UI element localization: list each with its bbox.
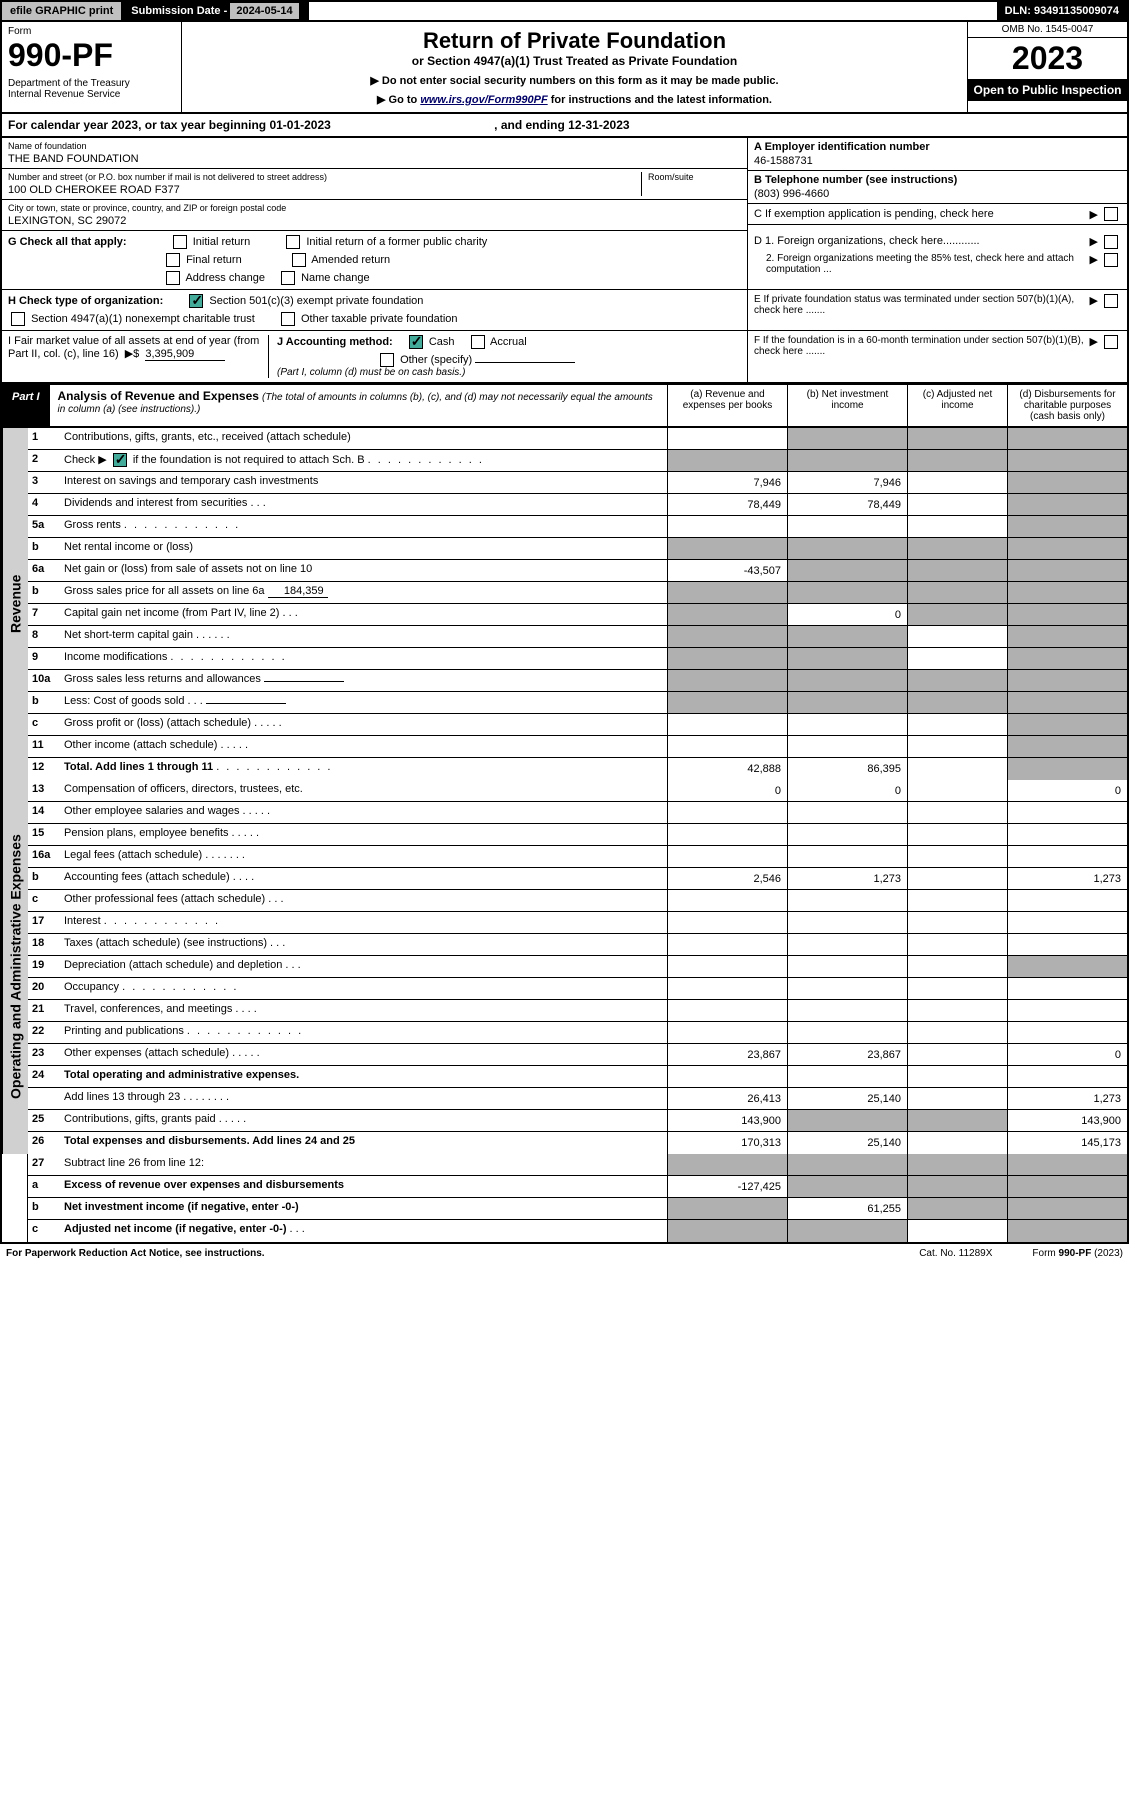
- g-initial[interactable]: [173, 235, 187, 249]
- phone-label: B Telephone number (see instructions): [754, 174, 1121, 186]
- dln: DLN: 93491135009074: [997, 2, 1127, 20]
- h-4947[interactable]: [11, 312, 25, 326]
- part1-table: Revenue 1Contributions, gifts, grants, e…: [0, 428, 1129, 1244]
- subdate-label: Submission Date - 2024-05-14: [123, 2, 308, 20]
- efile-label[interactable]: efile GRAPHIC print: [2, 2, 123, 20]
- inspection-badge: Open to Public Inspection: [968, 79, 1127, 101]
- g-amended[interactable]: [292, 253, 306, 267]
- city-label: City or town, state or province, country…: [8, 203, 741, 213]
- schb-checkbox[interactable]: [113, 453, 127, 467]
- h-501c3[interactable]: [189, 294, 203, 308]
- col-b-head: (b) Net investment income: [787, 385, 907, 426]
- instr-2: ▶ Go to www.irs.gov/Form990PF for instru…: [188, 93, 961, 106]
- col-a-head: (a) Revenue and expenses per books: [667, 385, 787, 426]
- footer: For Paperwork Reduction Act Notice, see …: [0, 1244, 1129, 1263]
- form-ref: Form 990-PF (2023): [1032, 1248, 1123, 1259]
- tax-year: 2023: [968, 38, 1127, 79]
- f-label: F If the foundation is in a 60-month ter…: [754, 335, 1087, 357]
- g-initial-public[interactable]: [286, 235, 300, 249]
- top-bar: efile GRAPHIC print Submission Date - 20…: [0, 0, 1129, 22]
- cat-no: Cat. No. 11289X: [919, 1248, 992, 1259]
- j-label: J Accounting method:: [277, 336, 393, 348]
- c-checkbox[interactable]: [1104, 207, 1118, 221]
- form-label: Form: [8, 26, 175, 37]
- pra-notice: For Paperwork Reduction Act Notice, see …: [6, 1248, 265, 1259]
- i-value: 3,395,909: [145, 348, 225, 361]
- revenue-sidelabel: Revenue: [2, 428, 28, 780]
- j-other[interactable]: [380, 353, 394, 367]
- part1-label: Part I: [2, 385, 50, 426]
- entity-info: Name of foundation THE BAND FOUNDATION N…: [0, 138, 1129, 231]
- j-note: (Part I, column (d) must be on cash basi…: [277, 367, 741, 378]
- d2-checkbox[interactable]: [1104, 253, 1118, 267]
- instr-link[interactable]: www.irs.gov/Form990PF: [420, 94, 547, 106]
- name-label: Name of foundation: [8, 141, 741, 151]
- omb: OMB No. 1545-0047: [968, 22, 1127, 38]
- g-addr-change[interactable]: [166, 271, 180, 285]
- foundation-name: THE BAND FOUNDATION: [8, 153, 741, 165]
- d2-label: 2. Foreign organizations meeting the 85%…: [754, 253, 1087, 275]
- e-label: E If private foundation status was termi…: [754, 294, 1087, 316]
- address: 100 OLD CHEROKEE ROAD F377: [8, 184, 641, 196]
- form-number: 990-PF: [8, 37, 175, 74]
- e-checkbox[interactable]: [1104, 294, 1118, 308]
- d1-label: D 1. Foreign organizations, check here..…: [754, 235, 1087, 249]
- c-label: C If exemption application is pending, c…: [754, 208, 1087, 220]
- dept: Department of the Treasury Internal Reve…: [8, 78, 175, 100]
- calendar-year-row: For calendar year 2023, or tax year begi…: [0, 114, 1129, 138]
- j-accrual[interactable]: [471, 335, 485, 349]
- form-subtitle: or Section 4947(a)(1) Trust Treated as P…: [188, 54, 961, 68]
- col-c-head: (c) Adjusted net income: [907, 385, 1007, 426]
- f-checkbox[interactable]: [1104, 335, 1118, 349]
- part1-header: Part I Analysis of Revenue and Expenses …: [0, 384, 1129, 428]
- j-cash[interactable]: [409, 335, 423, 349]
- form-header: Form 990-PF Department of the Treasury I…: [0, 22, 1129, 114]
- phone: (803) 996-4660: [754, 188, 1121, 200]
- g-name-change[interactable]: [281, 271, 295, 285]
- ein: 46-1588731: [754, 155, 1121, 167]
- g-final[interactable]: [166, 253, 180, 267]
- col-d-head: (d) Disbursements for charitable purpose…: [1007, 385, 1127, 426]
- instr-1: ▶ Do not enter social security numbers o…: [188, 74, 961, 87]
- h-other-taxable[interactable]: [281, 312, 295, 326]
- g-row: G Check all that apply: Initial return I…: [8, 235, 741, 249]
- expenses-sidelabel: Operating and Administrative Expenses: [2, 780, 28, 1154]
- form-title: Return of Private Foundation: [188, 28, 961, 54]
- room-label: Room/suite: [648, 172, 741, 182]
- addr-label: Number and street (or P.O. box number if…: [8, 172, 641, 182]
- h-row: H Check type of organization: Section 50…: [8, 294, 741, 308]
- d1-checkbox[interactable]: [1104, 235, 1118, 249]
- ein-label: A Employer identification number: [754, 141, 1121, 153]
- city: LEXINGTON, SC 29072: [8, 215, 741, 227]
